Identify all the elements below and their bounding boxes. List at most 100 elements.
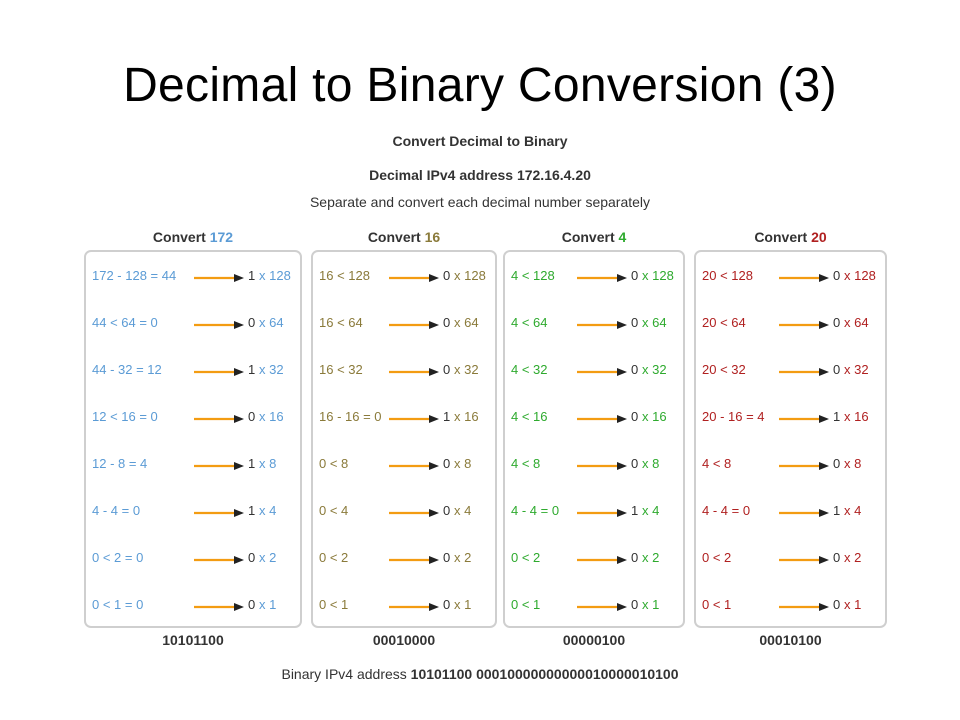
place-value: x 64	[642, 315, 667, 330]
place-value: x 32	[454, 362, 479, 377]
decimal-address-line: Decimal IPv4 address 172.16.4.20	[369, 167, 591, 183]
bit-value: 0	[631, 315, 639, 330]
step-expression: 0 < 8	[319, 456, 349, 471]
place-value: x 8	[259, 456, 277, 471]
conversion-row: 4 < 128 0 x 128	[505, 268, 683, 286]
step-expression: 12 - 8 = 4	[92, 456, 148, 471]
arrow-icon	[194, 603, 244, 611]
step-expression: 4 < 8	[511, 456, 541, 471]
bit-value: 0	[833, 362, 841, 377]
arrow-icon	[779, 274, 829, 282]
step-expression: 44 - 32 = 12	[92, 362, 162, 377]
place-value: x 128	[642, 268, 674, 283]
step-expression: 0 < 1	[511, 597, 541, 612]
step-expression: 4 < 64	[511, 315, 548, 330]
bit-value: 1	[248, 362, 256, 377]
place-value: x 4	[844, 503, 862, 518]
arrow-icon	[577, 415, 627, 423]
place-value: x 64	[454, 315, 479, 330]
step-expression: 0 < 2	[702, 550, 732, 565]
bit-value: 0	[443, 362, 451, 377]
binary-address-label: Binary IPv4 address	[281, 666, 411, 682]
place-value: x 32	[844, 362, 869, 377]
conversion-row: 16 < 64 0 x 64	[313, 315, 495, 333]
step-expression: 16 < 32	[319, 362, 363, 377]
place-value: x 4	[454, 503, 472, 518]
conversion-box: 4 < 128 0 x 128 4 < 64 0 x 64 4 < 32 0 x 32 4 < 1…	[503, 250, 685, 628]
bit-value: 0	[833, 315, 841, 330]
step-expression: 4 < 32	[511, 362, 548, 377]
column-number: 172	[209, 229, 234, 245]
arrow-icon	[779, 415, 829, 423]
conversion-box: 16 < 128 0 x 128 16 < 64 0 x 64 16 < 32 0 x 32 16…	[311, 250, 497, 628]
conversion-row: 44 - 32 = 12 1 x 32	[86, 362, 300, 380]
step-expression: 20 < 32	[702, 362, 746, 377]
column-title: Convert 172	[84, 229, 302, 245]
column-binary-result: 10101100	[162, 632, 224, 648]
step-expression: 4 - 4 = 0	[702, 503, 751, 518]
column-binary-result: 00010100	[759, 632, 822, 648]
step-expression: 16 < 128	[319, 268, 370, 283]
place-value: x 16	[642, 409, 667, 424]
step-expression: 16 < 64	[319, 315, 363, 330]
bit-value: 0	[631, 409, 639, 424]
arrow-icon	[779, 603, 829, 611]
bit-value: 0	[631, 268, 639, 283]
place-value: x 16	[259, 409, 284, 424]
place-value: x 64	[844, 315, 869, 330]
bit-value: 1	[248, 503, 256, 518]
column-title-label: Convert	[367, 229, 425, 245]
step-expression: 0 < 4	[319, 503, 349, 518]
arrow-icon	[779, 556, 829, 564]
column-title: Convert 4	[503, 229, 685, 245]
bit-value: 1	[248, 456, 256, 471]
column-number: 20	[811, 229, 827, 245]
step-expression: 4 < 128	[511, 268, 555, 283]
column-number: 16	[424, 229, 441, 245]
arrow-icon	[779, 462, 829, 470]
arrow-icon	[577, 462, 627, 470]
step-expression: 4 - 4 = 0	[92, 503, 141, 518]
arrow-icon	[577, 556, 627, 564]
bit-value: 0	[833, 456, 841, 471]
arrow-icon	[389, 415, 439, 423]
conversion-row: 20 < 32 0 x 32	[696, 362, 885, 380]
step-expression: 0 < 2	[511, 550, 541, 565]
step-expression: 0 < 1	[319, 597, 349, 612]
arrow-icon	[779, 368, 829, 376]
arrow-icon	[194, 415, 244, 423]
arrow-icon	[194, 274, 244, 282]
conversion-row: 16 < 128 0 x 128	[313, 268, 495, 286]
bit-value: 0	[631, 456, 639, 471]
bit-value: 0	[443, 597, 451, 612]
arrow-icon	[389, 556, 439, 564]
step-expression: 0 < 2	[319, 550, 349, 565]
place-value: x 4	[259, 503, 277, 518]
conversion-row: 4 < 64 0 x 64	[505, 315, 683, 333]
step-expression: 20 < 64	[702, 315, 746, 330]
arrow-icon	[779, 509, 829, 517]
step-expression: 16 - 16 = 0	[319, 409, 382, 424]
bit-value: 1	[833, 409, 841, 424]
step-expression: 44 < 64 = 0	[92, 315, 158, 330]
conversion-row: 20 < 128 0 x 128	[696, 268, 885, 286]
column-binary-result: 00000100	[562, 632, 626, 648]
slide-title: Decimal to Binary Conversion (3)	[123, 59, 837, 112]
column-binary-result: 00010000	[372, 632, 436, 648]
bit-value: 0	[443, 268, 451, 283]
column-title-label: Convert	[152, 229, 210, 245]
place-value: x 2	[844, 550, 862, 565]
arrow-icon	[389, 603, 439, 611]
bit-value: 0	[631, 362, 639, 377]
